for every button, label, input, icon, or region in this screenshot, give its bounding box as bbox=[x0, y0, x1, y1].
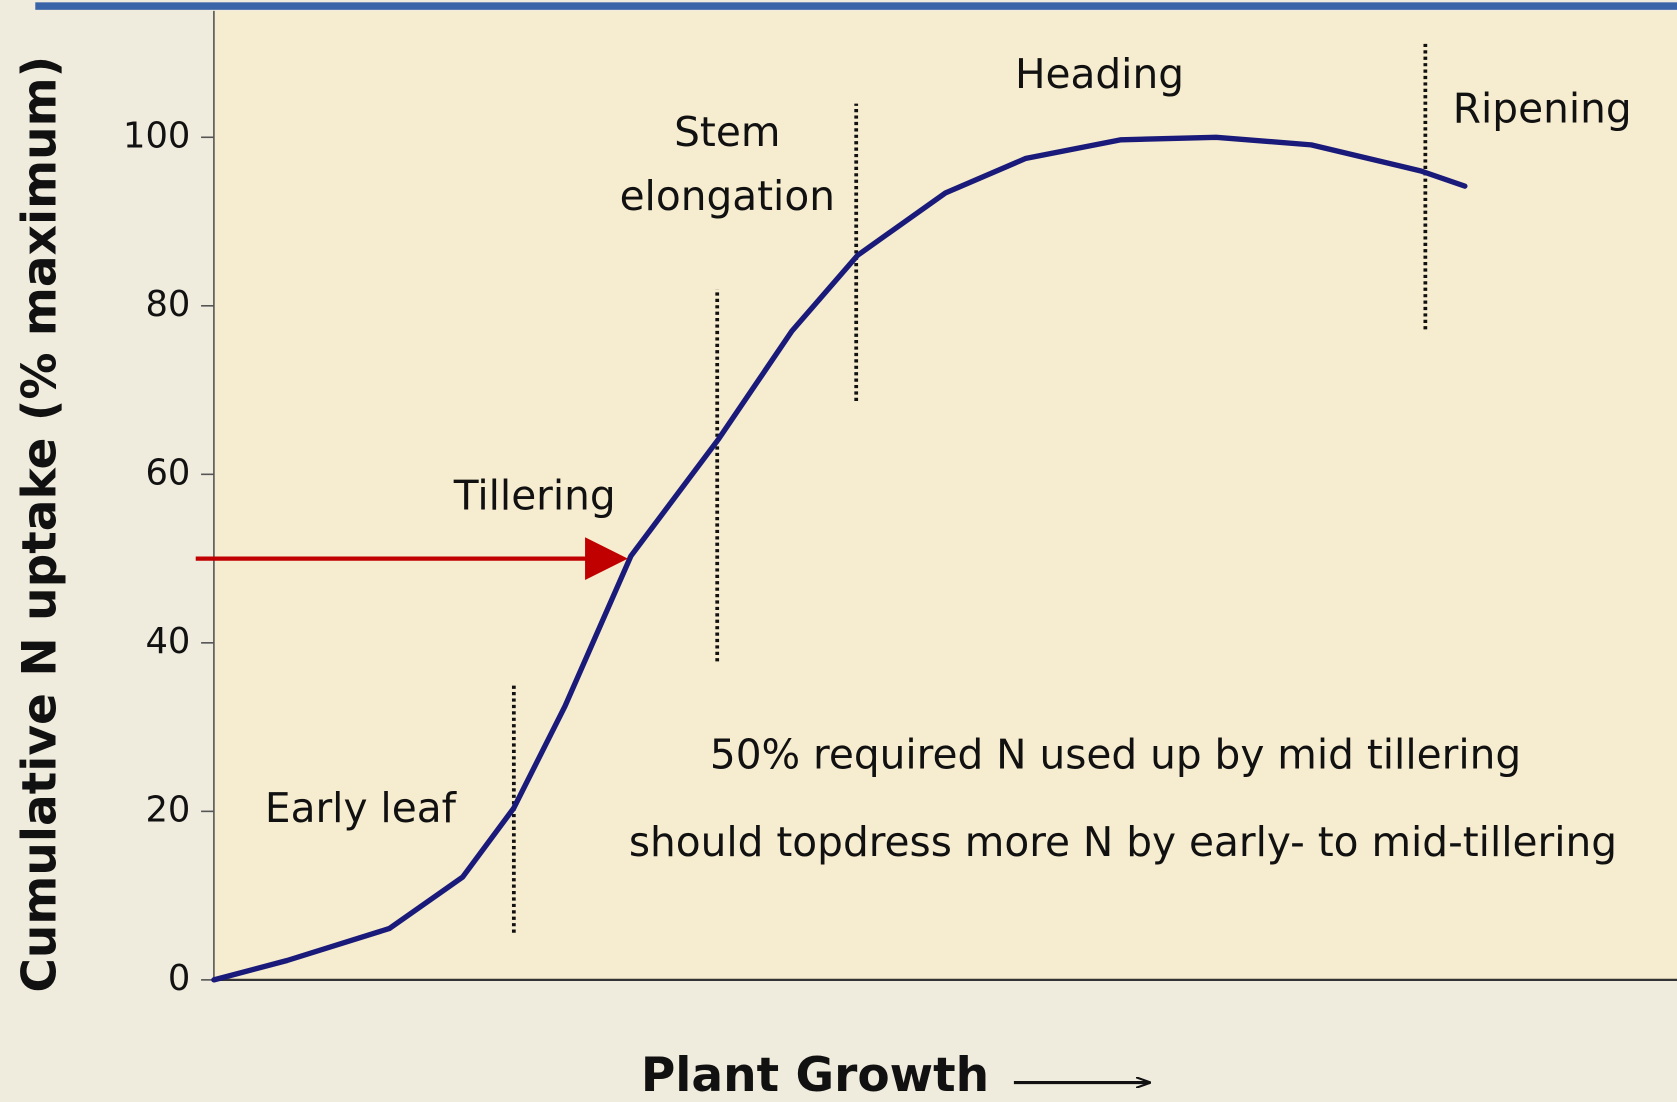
y-tick-label: 100 bbox=[123, 115, 190, 156]
stage-label: Tillering bbox=[453, 472, 616, 520]
stage-label: elongation bbox=[620, 172, 835, 220]
stage-label: Stem bbox=[674, 108, 780, 156]
y-tick-label: 80 bbox=[145, 284, 190, 325]
y-axis-title: Cumulative N uptake (% maximum) bbox=[12, 56, 67, 993]
stage-label: Early leaf bbox=[265, 784, 458, 832]
top-border bbox=[35, 2, 1677, 10]
annotation: should topdress more N by early- to mid-… bbox=[629, 818, 1617, 866]
y-tick-label: 0 bbox=[168, 958, 190, 999]
data-line bbox=[211, 134, 1468, 983]
x-axis-title: Plant Growth bbox=[641, 1048, 989, 1102]
y-tick-label: 60 bbox=[145, 452, 190, 493]
stage-label: Heading bbox=[1015, 50, 1184, 98]
y-tick-label: 20 bbox=[145, 789, 190, 830]
stage-label: Ripening bbox=[1453, 84, 1632, 132]
y-tick-label: 40 bbox=[145, 621, 190, 662]
annotation: 50% required N used up by mid tillering bbox=[710, 730, 1521, 778]
